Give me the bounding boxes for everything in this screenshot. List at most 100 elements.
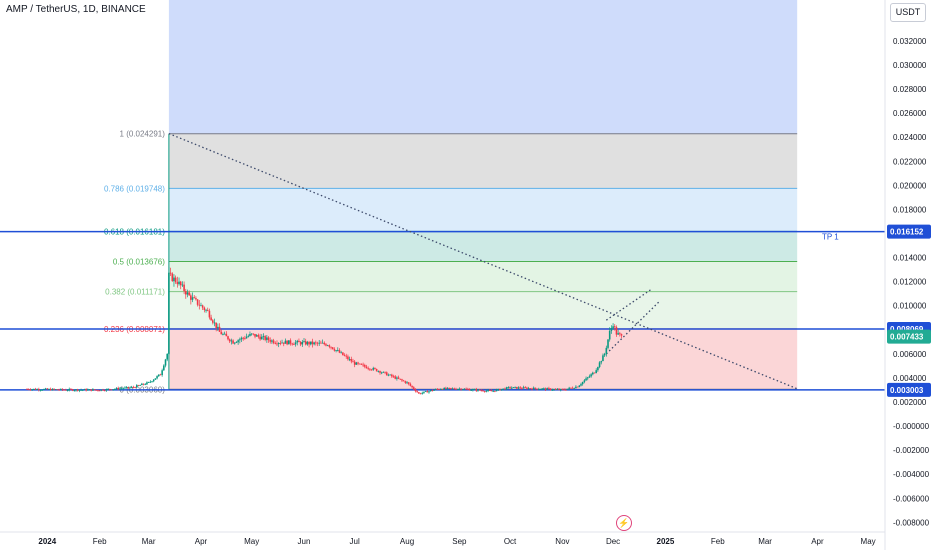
candle-body [598,362,601,368]
candle-body [571,387,574,389]
candle-body [541,388,543,390]
candle-body [232,340,234,344]
candle-body [578,385,581,388]
candle-body [620,334,623,336]
candle-body [600,361,603,363]
candle-body [461,389,464,391]
candle-body [549,388,552,390]
candle-body [504,388,506,390]
candle-body [75,389,77,391]
candle-body [580,384,582,386]
candle-body [93,389,96,391]
candle-body [424,391,427,392]
candle-body [48,388,50,390]
candle-body [78,389,81,391]
candle-body [252,333,255,335]
candle-body [80,389,82,391]
candle-body [147,382,150,383]
candle-body [320,342,322,344]
candle-body [39,389,42,391]
candle-body [254,333,256,337]
candle-body [526,387,528,389]
candle-body [201,305,204,308]
candle-body [120,388,123,390]
candle-body [370,369,373,371]
candle-body [602,355,604,362]
candle-body [315,342,317,344]
candle-body [350,359,353,362]
candle-body [566,388,569,390]
candle-body [289,340,292,344]
candle-body [440,389,442,391]
candle-body [421,392,424,394]
candle-body [418,392,420,394]
candle-body [250,333,253,335]
candle-body [171,273,174,282]
candle-body [83,389,86,390]
candle-body [392,376,395,378]
candle-body [524,387,527,389]
candle-body [156,376,158,379]
candle-body [299,342,302,345]
candle-body [399,378,402,380]
candle-body [32,388,35,390]
candle-body [184,291,187,295]
candle-body [316,342,319,344]
candle-body [502,388,505,390]
candle-body [269,340,272,342]
candle-body [365,366,368,369]
candle-body [215,322,217,329]
fib-zone-top [168,0,798,134]
candle-body [394,376,397,379]
candle-body [173,277,175,282]
candle-body [176,282,179,285]
candle-body [576,386,579,388]
candle-body [465,388,467,390]
fib-zone [168,261,798,292]
candle-body [396,377,398,379]
candle-body [29,389,32,391]
candle-body [416,391,418,393]
y-tick-label: 0.032000 [893,37,927,46]
candle-body [242,337,245,339]
candle-body [149,381,152,383]
candle-body [450,387,452,389]
candle-body [71,389,74,391]
x-tick-label: Jul [350,537,360,546]
trend-line [168,132,798,390]
candle-body [401,379,403,381]
candle-body [154,378,157,380]
candle-body [426,391,429,393]
candle-body [553,389,555,391]
candle-body [615,327,618,335]
candle-body [321,342,324,344]
y-tick-label: -0.004000 [893,470,930,479]
candle-body [203,307,206,311]
candle-body [409,383,412,386]
candle-body [343,355,346,356]
candle-body [355,362,358,365]
candle-body [90,389,93,391]
candle-body [277,343,280,344]
candle-body [73,390,76,392]
candle-body [374,368,376,369]
candle-body [494,390,496,392]
candle-body [487,390,489,391]
candle-body [485,390,488,392]
candle-body [81,389,84,391]
candle-body [267,337,270,341]
y-tick-label: 0.014000 [893,254,927,263]
candle-body [342,352,344,356]
candle-body [499,389,501,391]
y-tick-label: 0.002000 [893,398,927,407]
candle-body [139,385,141,386]
lightning-event-icon[interactable]: ⚡ [616,515,632,531]
candle-body [291,343,293,345]
candle-body [49,388,52,391]
fib-zone [168,231,798,262]
candle-body [336,350,339,351]
currency-unit-button[interactable]: USDT [890,3,926,22]
x-tick-label: Feb [93,537,107,546]
candle-body [98,390,101,392]
